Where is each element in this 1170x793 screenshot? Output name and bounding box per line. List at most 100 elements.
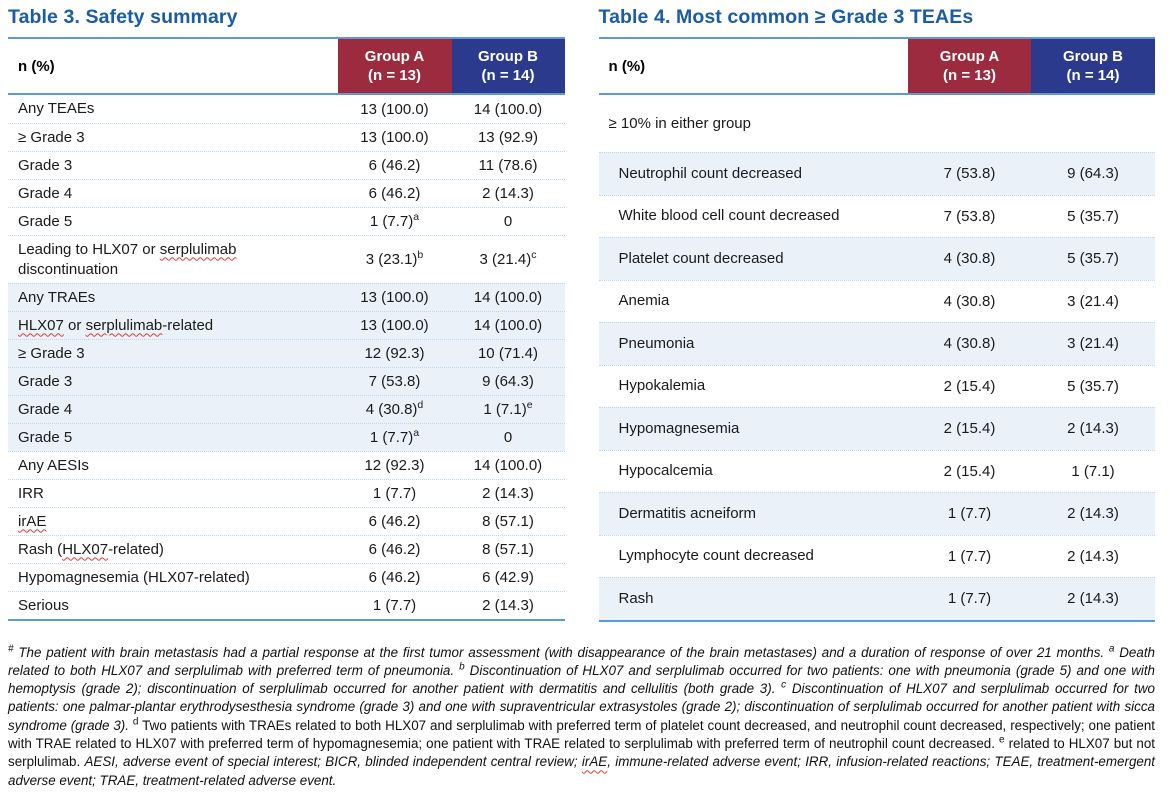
table-row: Hypocalcemia 2 (15.4) 1 (7.1): [598, 449, 1155, 493]
row-label: Hypomagnesemia (HLX07-related): [18, 568, 250, 586]
group-a-value: 1 (7.7): [947, 590, 992, 608]
row-label: Any TEAEs: [18, 100, 95, 118]
row-label: Lymphocyte count decreased: [618, 547, 814, 565]
group-a-value: 2 (15.4): [943, 377, 996, 395]
group-b-value: 5 (35.7): [1067, 377, 1119, 395]
table-row: Lymphocyte count decreased 1 (7.7) 2 (14.3…: [598, 534, 1155, 578]
group-a-value: 12 (92.3): [364, 457, 425, 474]
group-b-value: 3 (21.4): [1067, 335, 1119, 353]
group-b-value: 3 (21.4)c: [479, 249, 537, 268]
group-a-value: 4 (30.8): [943, 250, 996, 268]
table-row: Dermatitis acneiform 1 (7.7) 2 (14.3): [598, 492, 1155, 535]
row-label: Grade 5: [18, 428, 73, 446]
group-b-n: (n = 14): [1066, 67, 1120, 84]
footnotes: # The patient with brain metastasis had …: [8, 643, 1156, 788]
group-a-name: Group A: [939, 47, 1000, 65]
row-label: Grade 3: [18, 372, 73, 390]
group-b-value: 2 (14.3): [482, 185, 534, 202]
row-label: Pneumonia: [618, 334, 695, 352]
table-row: Hypokalemia 2 (15.4) 5 (35.7): [598, 364, 1155, 408]
group-a-value: 1 (7.7): [372, 597, 417, 614]
table-row: Any TRAEs 13 (100.0) 14 (100.0): [8, 283, 565, 311]
table4-section: Table 4. Most common ≥ Grade 3 TEAEs n (…: [598, 4, 1156, 622]
table-row: irAE 6 (46.2) 8 (57.1): [8, 507, 565, 535]
table-row: Leading to HLX07 or serplulimab disconti…: [8, 235, 565, 283]
row-label: White blood cell count decreased: [618, 207, 840, 225]
group-b-value: 2 (14.3): [1067, 420, 1119, 438]
table3-header-row: n (%) Group A (n = 13) Group B (n = 14): [8, 39, 565, 95]
row-label: Neutrophil count decreased: [618, 164, 802, 182]
table4-header-group-a: Group A (n = 13): [908, 39, 1031, 93]
group-b-value: 9 (64.3): [482, 373, 534, 390]
table-row: Grade 4 4 (30.8)d 1 (7.1)e: [8, 395, 565, 423]
group-b-value: 2 (14.3): [482, 485, 534, 502]
group-b-name: Group B: [478, 47, 538, 65]
row-label: Platelet count decreased: [618, 249, 784, 267]
table4-body: ≥ 10% in either group Neutrophil count de…: [598, 95, 1156, 620]
group-b-name: Group B: [1063, 47, 1123, 65]
group-a-value: 13 (100.0): [360, 289, 429, 306]
group-a-value: 6 (46.2): [368, 569, 421, 586]
tables-columns: Table 3. Safety summary n (%) Group A (n…: [8, 4, 1155, 622]
row-label: Anemia: [618, 292, 670, 310]
row-label: Grade 3: [18, 156, 73, 174]
table-row: Grade 3 7 (53.8) 9 (64.3): [8, 367, 565, 395]
row-label: Grade 4: [18, 400, 73, 418]
group-a-value: 6 (46.2): [368, 157, 421, 174]
row-label: Serious: [18, 596, 69, 614]
group-a-value: 7 (53.8): [943, 165, 996, 183]
group-a-value: 7 (53.8): [368, 373, 421, 390]
table3-header-n-pct: n (%): [18, 57, 55, 75]
row-label: ≥ Grade 3: [18, 128, 85, 146]
table-row: Rash 1 (7.7) 2 (14.3): [598, 577, 1155, 620]
row-label: Any AESIs: [18, 456, 89, 474]
row-label: Any TRAEs: [18, 288, 96, 306]
group-a-value: 4 (30.8)d: [365, 399, 424, 418]
group-b-value: 3 (21.4): [1067, 292, 1119, 310]
table3-header-group-b: Group B (n = 14): [451, 39, 565, 93]
group-b-value: 10 (71.4): [477, 345, 539, 362]
table-row: Hypomagnesemia 2 (15.4) 2 (14.3): [598, 407, 1155, 450]
table-row: Any AESIs 12 (92.3) 14 (100.0): [8, 451, 565, 479]
row-label: Grade 5: [18, 212, 73, 230]
group-b-value: 9 (64.3): [1067, 165, 1119, 183]
group-b-value: 11 (78.6): [478, 157, 538, 174]
group-a-value: 3 (23.1)b: [365, 249, 424, 268]
group-b-value: 6 (42.9): [482, 569, 534, 586]
table3-safety-summary: n (%) Group A (n = 13) Group B (n = 14) …: [8, 37, 565, 621]
group-a-value: 7 (53.8): [943, 207, 996, 225]
group-a-value: 13 (100.0): [360, 100, 429, 118]
group-b-value: 2 (14.3): [1067, 505, 1119, 523]
row-label: Grade 4: [18, 184, 73, 202]
group-a-value: 13 (100.0): [360, 129, 429, 146]
table-row: Any TEAEs 13 (100.0) 14 (100.0): [8, 95, 565, 123]
group-a-value: 6 (46.2): [368, 185, 421, 202]
table-row: ≥ Grade 3 13 (100.0) 13 (92.9): [8, 123, 565, 151]
table-row: Anemia 4 (30.8) 3 (21.4): [598, 279, 1155, 323]
group-a-value: 6 (46.2): [368, 541, 421, 558]
group-b-value: 8 (57.1): [482, 513, 534, 530]
group-a-value: 4 (30.8): [943, 292, 996, 310]
group-b-value: 2 (14.3): [1067, 590, 1119, 608]
group-b-value: 14 (100.0): [473, 100, 543, 118]
row-label: irAE: [18, 512, 47, 530]
row-label: HLX07 or serplulimab-related: [18, 316, 214, 334]
table3-title: Table 3. Safety summary: [8, 6, 238, 28]
table-row: HLX07 or serplulimab-related 13 (100.0) 14…: [8, 311, 565, 339]
group-a-name: Group A: [364, 47, 425, 65]
table3-header-group-a: Group A (n = 13): [337, 39, 452, 93]
row-label: Rash: [618, 589, 654, 607]
table-row: Pneumonia 4 (30.8) 3 (21.4): [598, 322, 1155, 365]
group-a-value: 1 (7.7)a: [369, 427, 420, 446]
table-row: Hypomagnesemia (HLX07-related) 6 (46.2) 6 …: [8, 563, 565, 591]
row-label: Leading to HLX07 or serplulimab disconti…: [18, 240, 237, 278]
table4-title: Table 4. Most common ≥ Grade 3 TEAEs: [598, 6, 974, 28]
table-row: IRR 1 (7.7) 2 (14.3): [8, 479, 565, 507]
group-b-value: 2 (14.3): [482, 597, 534, 614]
row-label: Dermatitis acneiform: [618, 504, 757, 522]
group-a-value: 2 (15.4): [943, 420, 996, 438]
table-section-row: ≥ 10% in either group: [599, 95, 1156, 152]
table-row: Platelet count decreased 4 (30.8) 5 (35.7): [598, 237, 1155, 280]
table-row: Grade 3 6 (46.2) 11 (78.6): [8, 151, 565, 179]
table3-body: Any TEAEs 13 (100.0) 14 (100.0) ≥ Grade 3 13…: [8, 95, 565, 619]
